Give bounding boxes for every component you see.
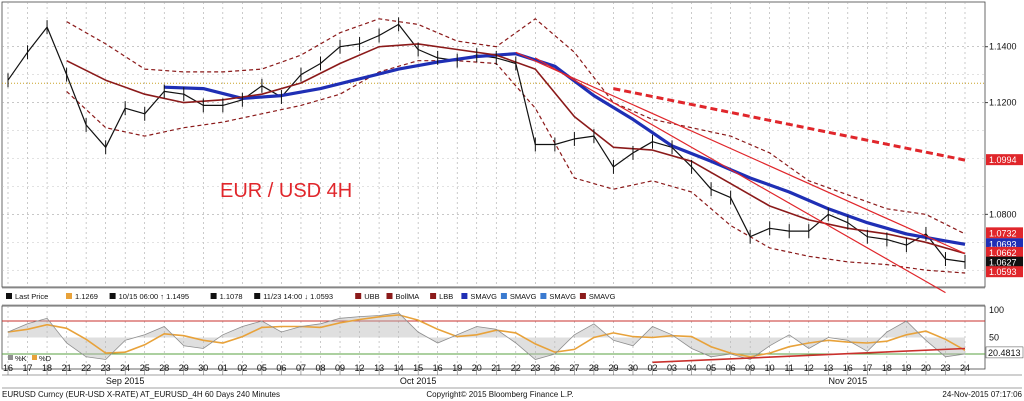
legend-label: 10/15 06:00 ↑ 1.1495 [119,292,189,301]
osc-d-line [7,314,966,358]
legend-label: 1.1269 [75,292,98,301]
price-tag-label: 1.0693 [989,239,1017,249]
legend-swatch [386,293,393,299]
month-label: Oct 2015 [400,376,437,386]
legend-swatch [109,293,116,299]
legend-label: LBB [439,292,453,301]
osc-value-label: 20.4813 [988,348,1021,358]
main-series [7,17,966,269]
legend-label: SMAVG [470,292,497,301]
price-tag [986,256,1023,268]
price-tag [986,227,1023,239]
legend-swatch [540,293,547,299]
trend-red-upper [515,51,966,255]
osc-tick-label: 50 [989,333,999,343]
price-tag [986,246,1023,258]
price-axis: 1.14001.12001.08001.09941.07321.06931.06… [985,42,1023,278]
month-label: Sep 2015 [106,376,145,386]
osc-legend-swatch [32,355,37,360]
chart-title: EUR / USD 4H [220,180,352,202]
timestamp-label: 24-Nov-2015 07:17:06 [942,390,1022,399]
price-tag-label: 1.0593 [989,267,1017,277]
legend-label: BollMA [396,292,420,301]
price-tag [986,154,1023,166]
legend-label: SMAVG [549,292,576,301]
oscillator-panel: 100 50 20.4813 %K %D [2,305,1024,364]
osc-tick-label: 100 [989,305,1004,315]
legend-swatch [210,293,217,299]
legend-swatch [254,293,261,299]
bollinger-bands [66,18,966,274]
price-tick-label: 1.1200 [989,98,1017,108]
osc-frame [1,305,986,370]
legend-swatch [461,293,468,299]
price-tag [986,238,1023,250]
main-frame [1,1,986,288]
osc-k-line [7,312,966,360]
legend-label: SMAVG [589,292,616,301]
legend-swatch [6,293,12,299]
legend-label: Last Price [15,292,48,301]
chart-legend: Last Price 1.1269 10/15 06:00 ↑ 1.1495 1.10… [6,292,616,301]
price-tag-label: 1.0662 [989,248,1017,258]
legend-swatch [430,293,437,299]
osc-legend-label: %D [39,354,52,363]
copyright-label: Copyright© 2015 Bloomberg Finance L.P. [426,390,573,399]
legend-label: SMAVG [510,292,537,301]
price-tag [986,266,1023,278]
trend-lines [515,51,966,294]
grid [1,1,1022,389]
trend-dotted [613,87,966,162]
legend-label: UBB [364,292,379,301]
price-tag-label: 1.0994 [989,155,1017,165]
legend-swatch [66,293,72,299]
legend-label: 11/23 14:00 ↓ 1.0593 [263,292,333,301]
price-tick-label: 1.0800 [989,209,1017,219]
osc-legend-swatch [8,355,13,360]
trend-red-lower [535,57,946,294]
series-lbb [66,60,966,274]
osc-legend-label: %K [15,354,27,363]
osc-trend-line [652,347,966,364]
legend-swatch [355,293,362,299]
osc-k-area [8,312,965,360]
price-tick-label: 1.1400 [989,42,1017,52]
month-label: Nov 2015 [829,376,868,386]
date-axis: 16 17 18 21 22 23 24 25 28 29 30 01 02 05 06 07 08 09 12 13… [3,363,970,386]
footer: EURUSD Curncy (EUR-USD X-RATE) AT_EURUSD… [2,390,1023,399]
price-tag-label: 1.0627 [989,258,1017,268]
series-ubb [66,18,966,235]
legend-swatch [500,293,507,299]
legend-swatch [579,293,586,299]
legend-label: 1.1078 [220,292,243,301]
instrument-label: EURUSD Curncy (EUR-USD X-RATE) AT_EURUSD… [2,390,280,399]
price-tag-label: 1.0732 [989,228,1017,238]
osc-value-tag [985,346,1024,359]
